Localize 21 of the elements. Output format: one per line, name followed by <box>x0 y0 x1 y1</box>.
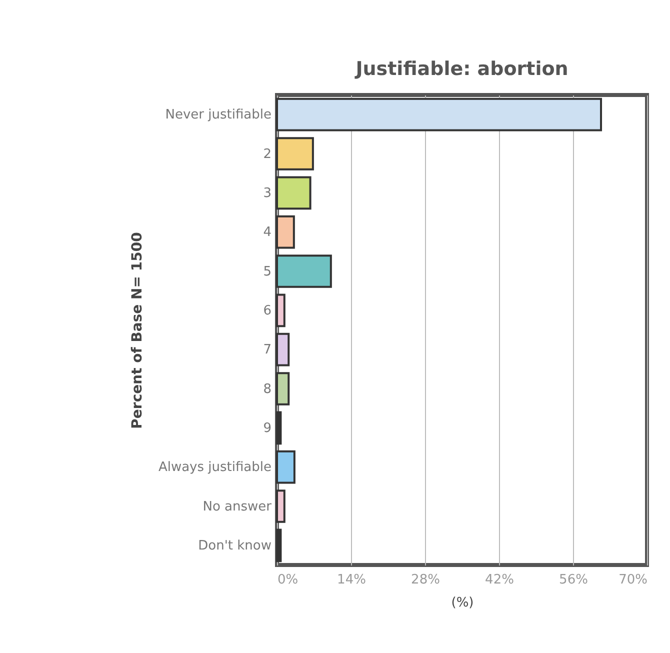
y-tick-label: Don't know <box>198 538 272 554</box>
x-tick-label: 56% <box>559 572 588 588</box>
x-tick-label: 14% <box>337 572 366 588</box>
y-tick-label: 6 <box>263 303 272 318</box>
x-tick-label: 42% <box>485 572 514 588</box>
y-tick-label: Never justifiable <box>165 108 272 123</box>
x-tick-label: 28% <box>411 572 440 588</box>
x-axis-title: (%) <box>451 596 474 610</box>
y-tick-label: 4 <box>263 225 272 240</box>
y-tick-label: 3 <box>263 186 272 201</box>
y-tick-label: 8 <box>263 382 272 397</box>
x-tick-label: 70% <box>618 572 648 588</box>
y-tick-label: 5 <box>263 264 272 280</box>
x-tick-label: 0% <box>278 572 298 588</box>
y-tick-label: No answer <box>202 499 272 514</box>
y-tick-label: 9 <box>263 420 272 436</box>
chart-title: Justifiable: abortion <box>354 58 568 80</box>
y-tick-label: 7 <box>263 342 272 358</box>
y-axis-title: Percent of Base N= 1500 <box>129 232 146 429</box>
y-tick-label: Always justifiable <box>158 460 272 476</box>
y-tick-label: 2 <box>263 146 272 162</box>
